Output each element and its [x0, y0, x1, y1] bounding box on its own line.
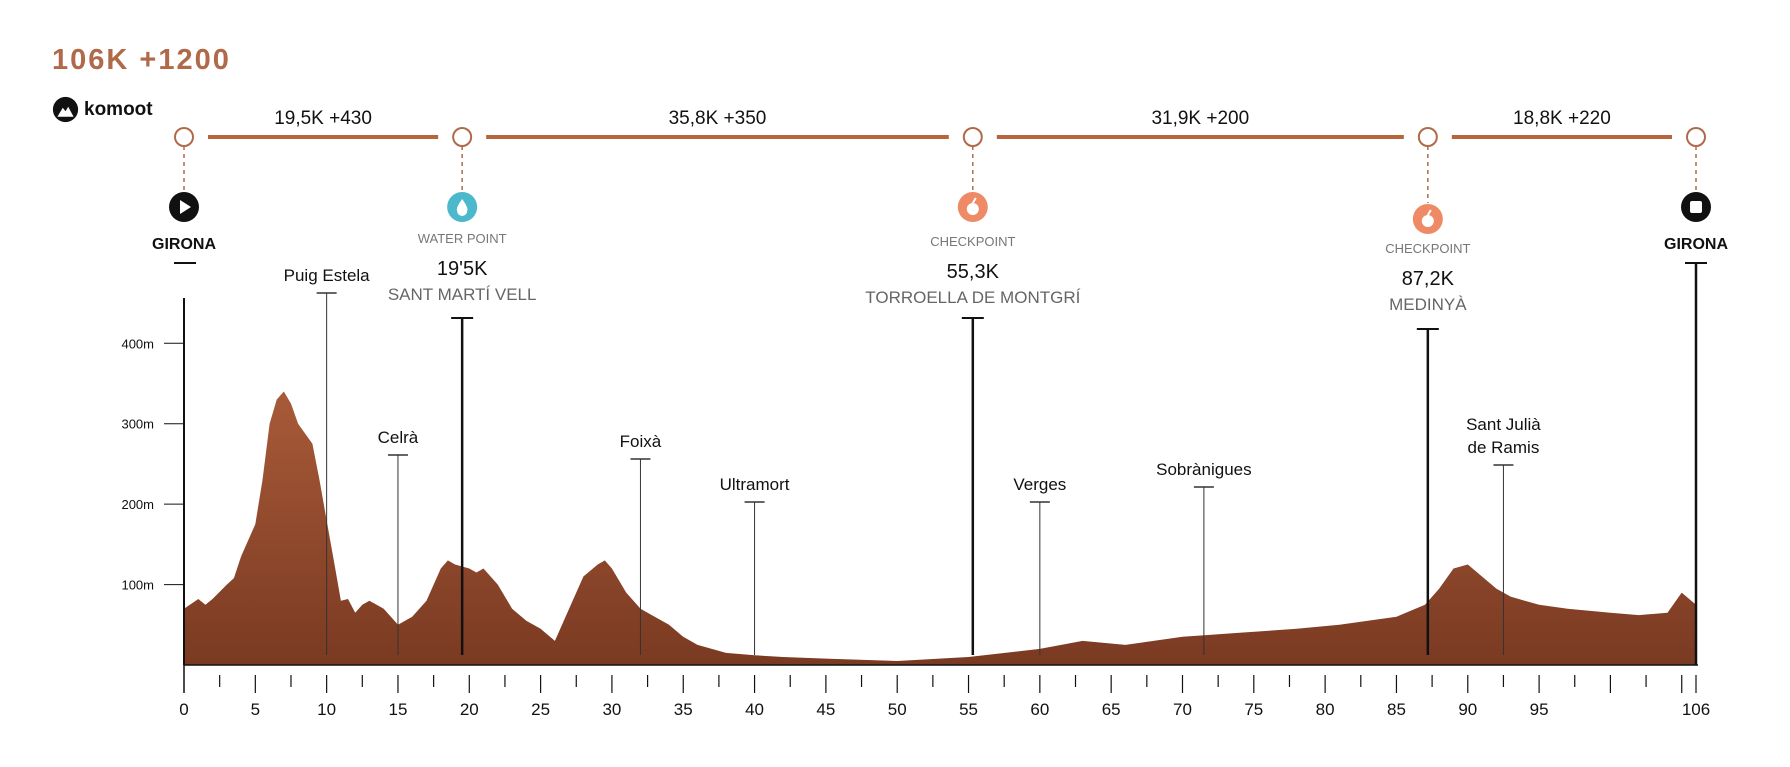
station-marker [1686, 127, 1706, 147]
station-marker [452, 127, 473, 147]
x-tick-label: 70 [1173, 700, 1192, 719]
y-tick-label: 300m [121, 417, 154, 432]
station-marker [962, 127, 983, 147]
place-label: Celrà [378, 428, 419, 447]
station-distance: 19'5K [437, 258, 488, 280]
place-label: Foixà [620, 432, 662, 451]
x-tick-label: 25 [531, 700, 550, 719]
x-tick-label: 90 [1458, 700, 1477, 719]
komoot-logo-icon [52, 96, 79, 123]
page-title: 106K +1200 [52, 44, 231, 76]
station-distance: 55,3K [947, 261, 1000, 283]
place-label: de Ramis [1468, 438, 1540, 457]
x-tick-label: 55 [959, 700, 978, 719]
x-tick-label: 30 [602, 700, 621, 719]
y-tick-label: 200m [121, 497, 154, 512]
x-tick-label: 15 [389, 700, 408, 719]
x-tick-label: 45 [816, 700, 835, 719]
x-tick-label: 20 [460, 700, 479, 719]
water-drop-icon [456, 199, 468, 216]
station-place: TORROELLA DE MONTGRÍ [865, 288, 1080, 307]
station-marker [174, 127, 194, 147]
segment-label: 35,8K +350 [669, 108, 767, 129]
station-name: GIRONA [152, 236, 216, 253]
x-tick-label: 95 [1530, 700, 1549, 719]
place-label: Sobrànigues [1156, 460, 1251, 479]
x-tick-label: 50 [888, 700, 907, 719]
place-label: Sant Julià [1466, 415, 1541, 434]
station-marker [1417, 127, 1438, 147]
stop-icon [1690, 201, 1702, 213]
x-tick-label: 35 [674, 700, 693, 719]
station-type: WATER POINT [418, 231, 507, 246]
apple-icon [1426, 209, 1432, 216]
x-tick-label: 5 [251, 700, 260, 719]
segment-label: 18,8K +220 [1513, 108, 1611, 129]
station-distance: 87,2K [1402, 268, 1455, 290]
elevation-area [184, 391, 1696, 665]
x-tick-label: 65 [1102, 700, 1121, 719]
apple-icon [1421, 215, 1434, 227]
y-tick-label: 100m [121, 578, 154, 593]
x-tick-label: 85 [1387, 700, 1406, 719]
segment-label: 31,9K +200 [1151, 108, 1249, 129]
apple-icon [971, 197, 977, 204]
station-place: MEDINYÀ [1389, 295, 1467, 314]
segment-label: 19,5K +430 [274, 108, 372, 129]
brand-logo: komoot [52, 96, 153, 123]
station-place: SANT MARTÍ VELL [388, 285, 537, 304]
x-tick-label: 40 [745, 700, 764, 719]
x-tick-label: 80 [1316, 700, 1335, 719]
x-tick-label: 10 [317, 700, 336, 719]
x-tick-label: 0 [179, 700, 188, 719]
place-label: Verges [1013, 475, 1066, 494]
station-name: GIRONA [1664, 236, 1728, 253]
x-tick-label: 75 [1244, 700, 1263, 719]
apple-icon [966, 203, 979, 215]
station-type: CHECKPOINT [930, 234, 1015, 249]
x-tick-label: 106 [1682, 700, 1710, 719]
y-tick-label: 400m [121, 336, 154, 351]
x-tick-label: 60 [1030, 700, 1049, 719]
place-label: Puig Estela [284, 266, 371, 285]
play-icon [180, 200, 191, 214]
place-label: Ultramort [720, 475, 790, 494]
brand-name: komoot [84, 98, 153, 120]
station-type: CHECKPOINT [1385, 241, 1470, 256]
